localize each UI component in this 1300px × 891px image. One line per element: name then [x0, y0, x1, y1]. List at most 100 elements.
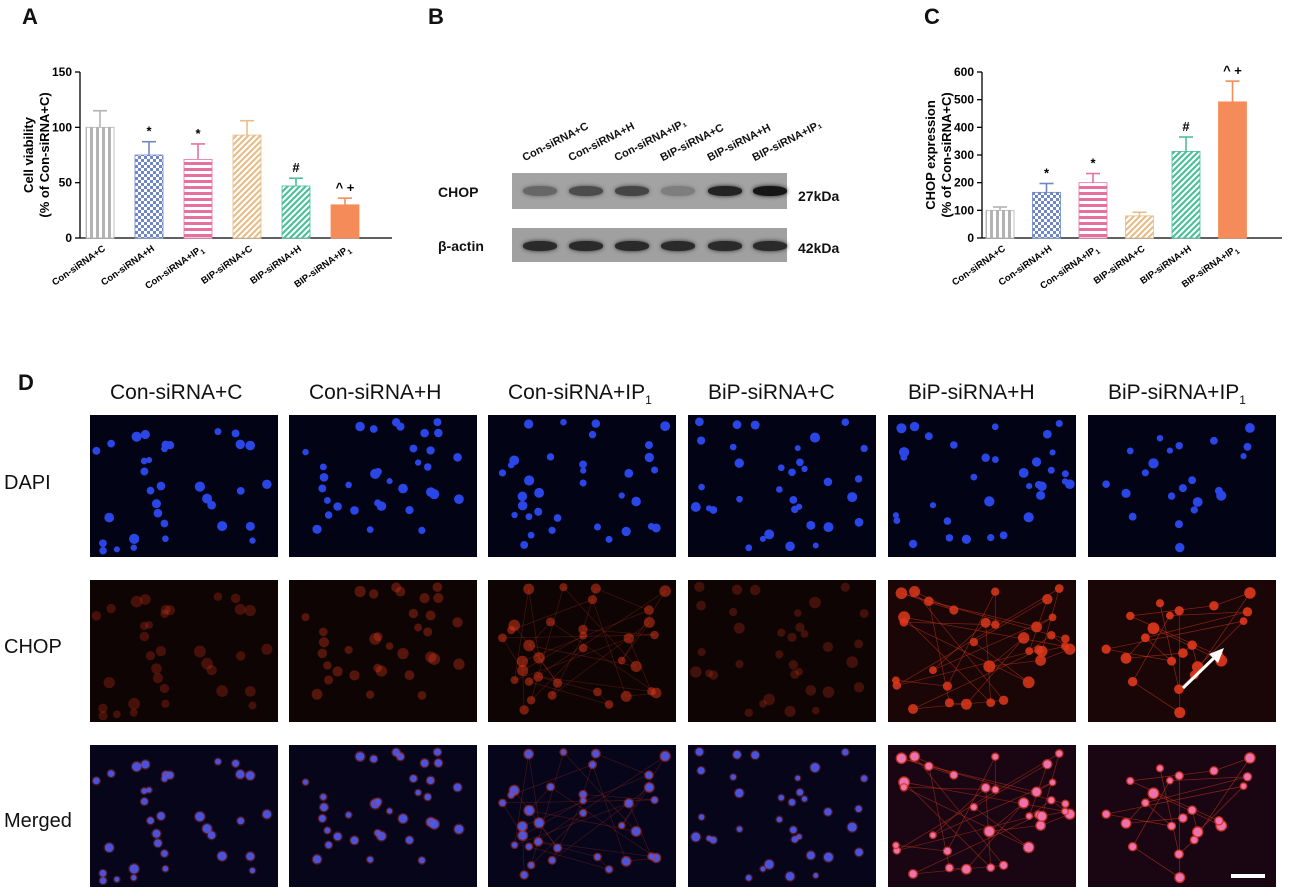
chop-signal [696, 600, 707, 611]
nucleus [548, 857, 556, 864]
chop-signal [895, 587, 908, 600]
neurite [966, 637, 1024, 705]
neurite [903, 622, 1029, 683]
nucleus [776, 486, 783, 493]
blot-label-chop: CHOP [438, 184, 479, 200]
chop-signal [236, 651, 246, 661]
neurite [583, 629, 655, 636]
nucleus [695, 417, 704, 427]
chop-signal [103, 676, 115, 689]
chop-signal [1147, 622, 1160, 635]
nucleus [374, 499, 382, 507]
nucleus [950, 441, 958, 449]
chop-signal [623, 633, 635, 644]
neurite [514, 638, 629, 681]
nucleus [245, 440, 256, 451]
nucleus [1210, 767, 1218, 775]
neurite [989, 637, 1024, 667]
micrograph-image [888, 415, 1076, 557]
nucleus [130, 544, 137, 551]
significance-mark: # [1182, 119, 1190, 134]
nucleus [207, 500, 216, 510]
chop-signal [659, 585, 671, 597]
nucleus [644, 441, 653, 450]
nucleus [194, 481, 206, 492]
y-tick-label: 0 [65, 231, 72, 245]
neurite [989, 825, 1041, 832]
nucleus [161, 850, 168, 857]
chop-signal [929, 666, 937, 675]
nucleus [153, 508, 163, 518]
nucleus [789, 826, 797, 834]
nucleus [374, 798, 382, 805]
nucleus [156, 481, 166, 491]
nucleus [245, 521, 255, 531]
nucleus [841, 418, 850, 427]
panel-label-b: B [428, 4, 444, 29]
nucleus [433, 748, 441, 756]
nucleus [592, 749, 600, 758]
chop-signal [1165, 611, 1174, 620]
chop-signal [593, 687, 602, 697]
chop-signal [777, 628, 786, 637]
neurite [903, 617, 991, 703]
chop-signal [498, 633, 507, 643]
micrograph-image [1088, 580, 1276, 722]
neurite [511, 764, 593, 796]
chop-signal [139, 621, 149, 631]
chop-signal [425, 610, 436, 621]
neurite [1125, 817, 1183, 824]
micrograph-background [90, 745, 278, 887]
chop-signal [1178, 648, 1188, 658]
nucleus [405, 506, 414, 515]
nucleus [1166, 447, 1174, 454]
nucleus [660, 421, 671, 432]
neurite [592, 764, 627, 862]
column-label: BiP-siRNA+IP1 [1108, 381, 1246, 408]
chop-signal [892, 676, 900, 685]
chop-signal [731, 584, 743, 595]
chop-signal [1127, 676, 1138, 687]
nucleus [318, 484, 327, 493]
y-axis-label: CHOP expression [923, 100, 938, 210]
nucleus [1245, 423, 1255, 433]
nucleus [1243, 442, 1252, 451]
chop-signal [365, 690, 375, 699]
nucleus [579, 791, 587, 798]
neurite [1028, 799, 1052, 817]
nucleus [1175, 772, 1183, 779]
nucleus [809, 432, 821, 443]
neurite [895, 679, 948, 687]
nucleus [154, 839, 162, 847]
neurite [914, 591, 954, 611]
blot-band [753, 241, 787, 251]
chop-signal [373, 632, 383, 642]
nucleus [350, 506, 359, 515]
micrograph-chop [289, 580, 477, 722]
nucleus [92, 777, 100, 785]
nucleus [729, 443, 737, 451]
nucleus [99, 546, 107, 555]
chop-signal [650, 630, 659, 640]
micrograph-background [688, 415, 876, 557]
neurite [1145, 637, 1172, 662]
neurite [529, 810, 637, 832]
chop-signal [811, 706, 820, 715]
nucleus [207, 831, 216, 840]
chop-signal [1031, 621, 1042, 633]
nucleus [391, 418, 401, 427]
micrograph-dapi [888, 415, 1076, 557]
chop-signal [113, 710, 121, 719]
neurite [1130, 615, 1220, 657]
nucleus [734, 458, 744, 468]
nucleus [1214, 486, 1223, 495]
nucleus [1175, 873, 1184, 882]
bar [1171, 151, 1201, 239]
neurite [595, 753, 650, 776]
chop-signal [129, 708, 138, 717]
nucleus [320, 793, 327, 800]
nucleus [499, 799, 506, 807]
neurite [973, 806, 1029, 848]
nucleus [415, 789, 421, 796]
micrograph-image [289, 745, 477, 887]
